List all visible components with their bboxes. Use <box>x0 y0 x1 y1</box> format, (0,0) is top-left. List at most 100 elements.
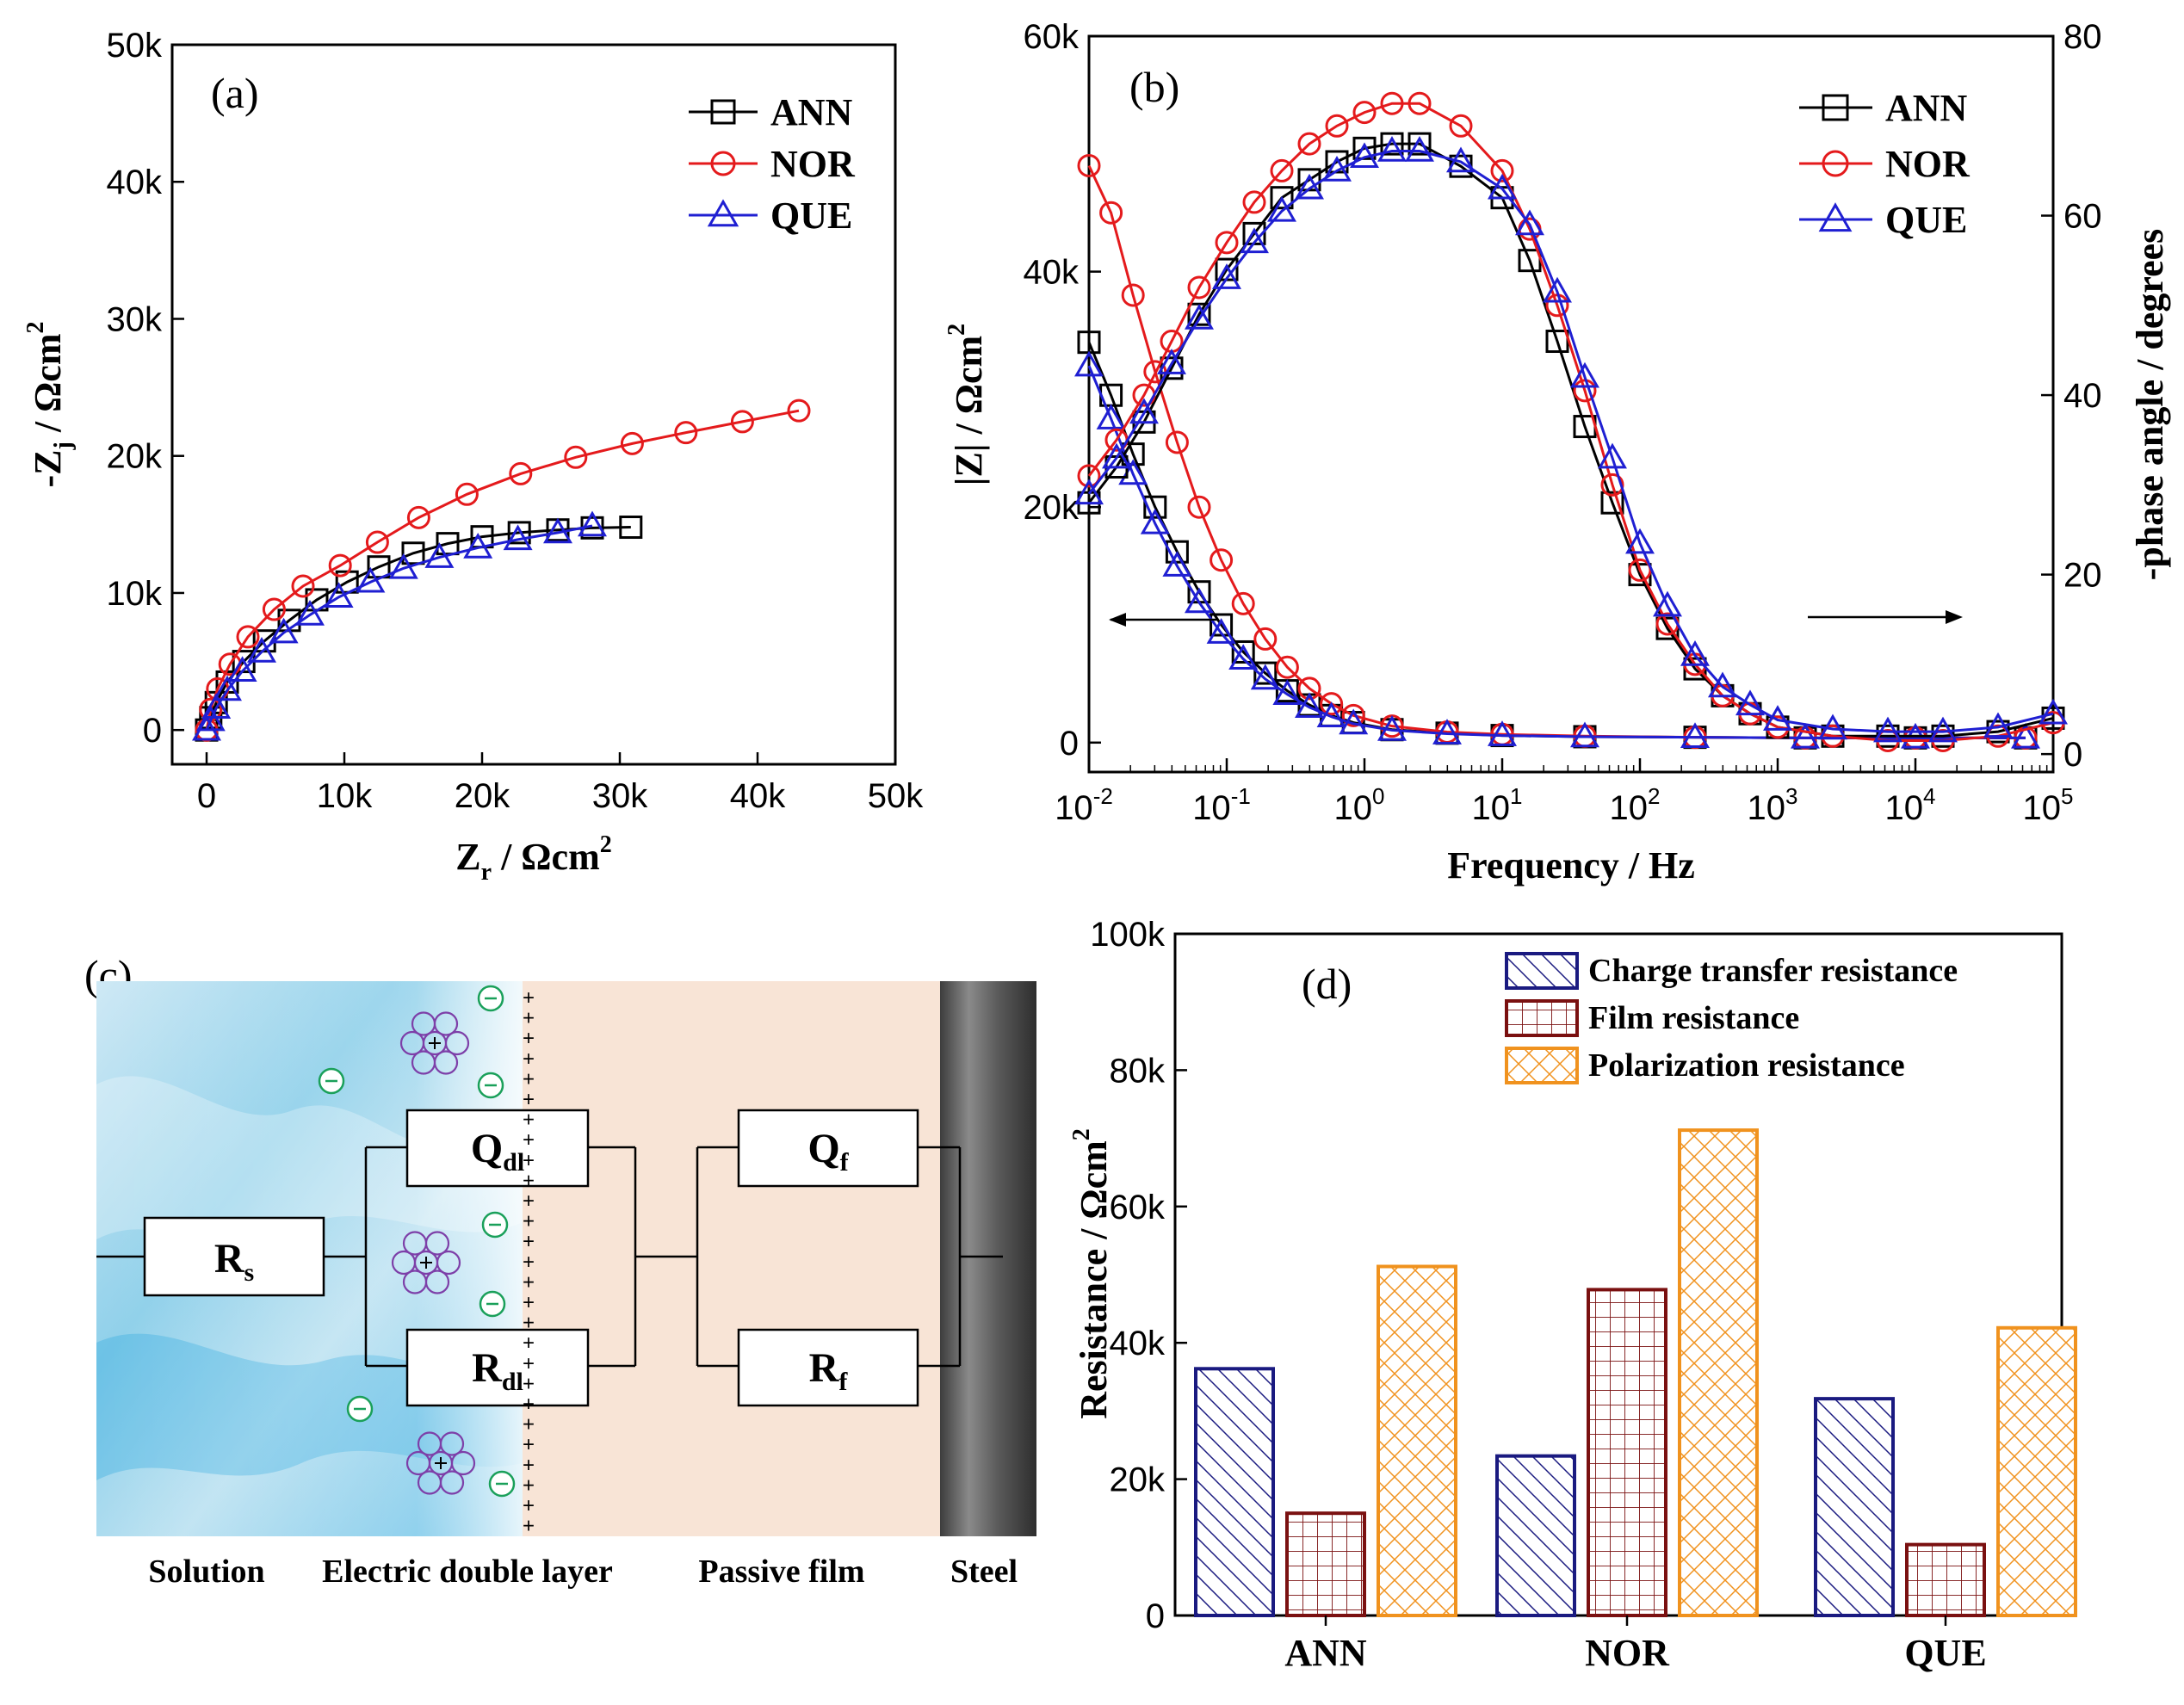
y-tick-label: 40k <box>107 164 163 201</box>
plus-charge: + <box>523 986 535 1010</box>
phase-point-nor <box>1270 158 1294 182</box>
plus-charge: + <box>523 1433 535 1456</box>
data-point-que <box>201 693 232 720</box>
legend-marker-que <box>1818 202 1853 232</box>
data-point-nor <box>730 410 754 434</box>
impedance-point-nor <box>1231 591 1255 615</box>
rf-box: Rf <box>737 1328 919 1407</box>
legend-marker-ann <box>1822 94 1849 121</box>
phase-point-que <box>1818 714 1847 740</box>
impedance-point-que <box>1228 644 1259 670</box>
cation-atom <box>424 1231 450 1256</box>
impedance-point-ann <box>1165 540 1189 564</box>
phase-point-que <box>1267 195 1296 222</box>
phase-point-que <box>1185 304 1214 330</box>
plus-charge: + <box>523 1393 535 1416</box>
phase-point-nor <box>1352 101 1377 125</box>
series-line-ann <box>205 526 631 731</box>
data-point-ann <box>401 541 425 565</box>
impedance-point-que <box>1206 618 1236 644</box>
phase-point-que <box>1129 398 1159 424</box>
cation-atom <box>417 1470 442 1495</box>
impedance-point-nor <box>1341 703 1365 727</box>
panel-d-y-ticks: 0 20k 40k 60k 80k 100k <box>1090 916 1187 1635</box>
phase-point-que <box>1102 442 1131 469</box>
svg-text:Qdl: Qdl <box>471 1126 524 1177</box>
legend-label-0: Charge transfer resistance <box>1588 953 1958 989</box>
plus-charge: + <box>523 1088 535 1111</box>
data-point-que <box>356 566 386 593</box>
x-tick-label: 103 <box>1748 783 1798 827</box>
plus-charge: + <box>523 1413 535 1436</box>
phase-point-que <box>1446 146 1476 173</box>
data-point-nor <box>236 625 260 649</box>
plus-charge: + <box>523 1454 535 1477</box>
panel-b-arrow-left <box>1109 613 1218 627</box>
x-tick-label: 10k <box>317 777 373 815</box>
panel-a-legend: ANN NOR QUE <box>689 91 856 237</box>
legend-swatch-1 <box>1505 999 1579 1037</box>
plus-charge: + <box>523 1291 535 1314</box>
bar-nor-0 <box>1495 1454 1576 1617</box>
legend-label-2: Polarization resistance <box>1588 1047 1905 1084</box>
passive-film-region <box>523 981 940 1536</box>
phase-point-que <box>1157 349 1186 374</box>
legend-label-que: QUE <box>770 195 852 237</box>
plus-charge: + <box>523 1149 535 1172</box>
panel-b-y2-ticks: 0 20 40 60 80 <box>2041 18 2102 774</box>
region-label-passive-film: Passive film <box>698 1554 864 1590</box>
phase-point-que <box>1322 155 1352 182</box>
panel-a-label: (a) <box>211 69 259 117</box>
data-point-que <box>269 617 299 644</box>
panel-d-bars <box>1194 1128 2077 1618</box>
data-point-que <box>227 656 257 683</box>
phase-point-ann <box>1600 491 1624 515</box>
impedance-point-que <box>1140 508 1170 534</box>
plus-charge: + <box>523 1109 535 1132</box>
phase-point-que <box>1680 640 1710 666</box>
impedance-point-nor <box>1099 201 1123 225</box>
svg-text:Qf: Qf <box>807 1126 849 1177</box>
impedance-point-que <box>2011 722 2040 749</box>
panel-d-resistance-bars: (d) 0 20k 40k 60k 80k 100k ANN NOR QUE Resistan… <box>1068 916 2077 1674</box>
bar-ann-0 <box>1194 1367 1275 1618</box>
plus-charge: + <box>523 1047 535 1071</box>
plus-charge: + <box>523 1230 535 1253</box>
legend-label-ann: ANN <box>1885 87 1968 129</box>
impedance-point-que <box>1316 701 1346 728</box>
svg-text:Rs: Rs <box>214 1236 254 1287</box>
impedance-point-que <box>1250 664 1280 690</box>
phase-point-que <box>1405 136 1434 162</box>
phase-point-nor <box>1449 114 1473 138</box>
bar-nor-1 <box>1587 1288 1667 1617</box>
x-tick-label: 104 <box>1885 783 1936 827</box>
legend-label-ann: ANN <box>770 91 853 133</box>
x-tick-label: 10-1 <box>1192 783 1251 827</box>
impedance-point-nor <box>1320 692 1344 716</box>
impedance-point-nor <box>1077 153 1101 177</box>
data-point-que <box>388 553 418 579</box>
plus-charge: + <box>523 1515 535 1538</box>
panel-b-bode: (b) 10-2 10-1 100 101 102 103 104 105 0 20k 40k 60… <box>944 18 2171 886</box>
phase-point-que <box>1763 705 1792 731</box>
plus-charge: + <box>523 1494 535 1517</box>
legend-label-nor: NOR <box>1885 143 1971 185</box>
phase-point-ann <box>1408 132 1432 156</box>
phase-point-que <box>1212 263 1241 289</box>
impedance-point-que <box>1272 679 1302 706</box>
phase-point-nor <box>1297 132 1321 156</box>
phase-point-nor <box>1077 464 1101 488</box>
y2-tick-label: 80 <box>2063 18 2102 56</box>
data-point-nor <box>620 431 644 455</box>
phase-point-que <box>1543 276 1572 303</box>
phase-point-nor <box>1600 473 1624 497</box>
y-tick-label: 20k <box>107 438 163 476</box>
phase-point-que <box>1873 716 1902 743</box>
x-tick-label: 101 <box>1472 783 1523 827</box>
y-tick-label: 30k <box>107 300 163 338</box>
data-point-ann <box>619 516 643 540</box>
panel-b-y-ticks: 0 20k 40k 60k <box>1024 18 1101 763</box>
impedance-point-ann <box>1253 661 1278 685</box>
cation-center <box>413 1250 439 1276</box>
legend-label-1: Film resistance <box>1588 1000 1799 1036</box>
